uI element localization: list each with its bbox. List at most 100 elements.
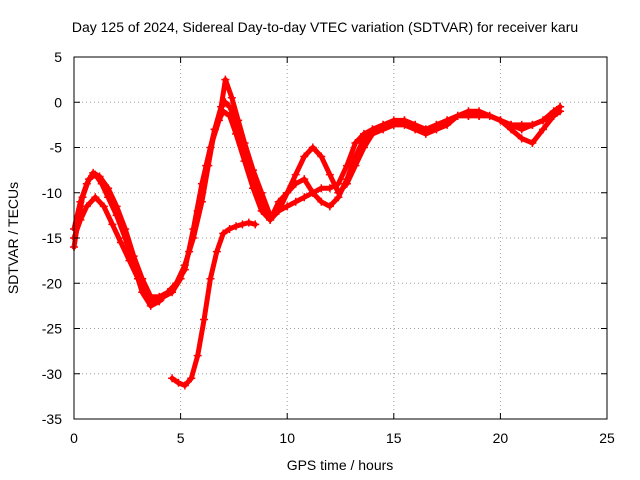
- data-point: [291, 170, 300, 179]
- data-point: [212, 247, 221, 256]
- data-point: [496, 116, 505, 125]
- data-point: [82, 179, 91, 188]
- data-point: [300, 193, 309, 202]
- data-point: [283, 202, 292, 211]
- data-point: [189, 224, 198, 233]
- data-point: [334, 179, 343, 188]
- data-point: [197, 179, 206, 188]
- y-tick-label: 5: [54, 49, 62, 65]
- data-point: [76, 197, 85, 206]
- data-point: [411, 120, 420, 129]
- data-series: [70, 75, 565, 390]
- data-point: [539, 125, 548, 134]
- data-point: [274, 206, 283, 215]
- data-point: [291, 179, 300, 188]
- x-axis-label: GPS time / hours: [287, 457, 394, 473]
- series-track-3: [70, 75, 565, 301]
- data-point: [187, 374, 196, 383]
- data-point: [227, 93, 236, 102]
- grid: [74, 57, 607, 419]
- data-point: [146, 301, 155, 310]
- data-point: [539, 116, 548, 125]
- data-point: [163, 288, 172, 297]
- data-point: [232, 129, 241, 138]
- series-line: [71, 99, 563, 309]
- y-tick-label: 0: [54, 94, 62, 110]
- data-point: [206, 274, 215, 283]
- data-point: [221, 75, 230, 84]
- data-point: [266, 211, 275, 220]
- data-point: [121, 224, 130, 233]
- data-point: [342, 175, 351, 184]
- data-point: [432, 120, 441, 129]
- y-axis-label: SDTVAR / TECUs: [5, 182, 21, 294]
- x-axis-ticks: 0 5 10 15 20 25: [70, 57, 615, 446]
- data-point: [174, 378, 183, 387]
- data-point: [291, 197, 300, 206]
- data-point: [528, 120, 537, 129]
- axes: [73, 56, 608, 420]
- data-point: [342, 161, 351, 170]
- data-point: [240, 157, 249, 166]
- data-point: [82, 202, 91, 211]
- data-point: [400, 116, 409, 125]
- x-tick-label: 20: [493, 430, 509, 446]
- data-point: [251, 220, 260, 229]
- data-point: [172, 279, 181, 288]
- series-line: [71, 108, 563, 304]
- data-point: [300, 152, 309, 161]
- data-point: [180, 381, 189, 390]
- data-point: [325, 170, 334, 179]
- data-point: [146, 292, 155, 301]
- data-point: [334, 193, 343, 202]
- data-point: [485, 111, 494, 120]
- data-point: [89, 168, 98, 177]
- data-point: [368, 125, 377, 134]
- data-point: [129, 252, 138, 261]
- data-point: [517, 125, 526, 134]
- data-point: [464, 111, 473, 120]
- data-point: [125, 256, 134, 265]
- data-point: [168, 374, 177, 383]
- y-tick-label: -15: [42, 230, 62, 246]
- data-point: [232, 222, 241, 231]
- y-tick-label: -35: [42, 411, 62, 427]
- chart-title: Day 125 of 2024, Sidereal Day-to-day VTE…: [72, 19, 578, 35]
- y-tick-label: -5: [50, 140, 63, 156]
- data-point: [475, 111, 484, 120]
- data-point: [308, 188, 317, 197]
- data-point: [283, 188, 292, 197]
- data-point: [214, 116, 223, 125]
- data-point: [95, 172, 104, 181]
- data-point: [507, 120, 516, 129]
- data-point: [325, 184, 334, 193]
- data-point: [317, 197, 326, 206]
- y-tick-label: -25: [42, 321, 62, 337]
- data-point: [389, 116, 398, 125]
- data-point: [379, 120, 388, 129]
- x-tick-label: 25: [599, 430, 615, 446]
- data-point: [317, 152, 326, 161]
- x-tick-label: 5: [177, 430, 185, 446]
- data-point: [219, 229, 228, 238]
- data-point: [225, 111, 234, 120]
- data-point: [317, 184, 326, 193]
- data-point: [138, 274, 147, 283]
- data-point: [206, 143, 215, 152]
- data-point: [240, 138, 249, 147]
- data-point: [443, 116, 452, 125]
- data-point: [249, 166, 258, 175]
- data-point: [351, 138, 360, 147]
- series-track-2: [70, 107, 565, 306]
- data-point: [234, 116, 243, 125]
- data-point: [99, 202, 108, 211]
- data-point: [274, 197, 283, 206]
- data-point: [244, 218, 253, 227]
- data-point: [225, 224, 234, 233]
- data-point: [308, 143, 317, 152]
- x-tick-label: 0: [70, 430, 78, 446]
- data-point: [180, 265, 189, 274]
- data-point: [517, 134, 526, 143]
- data-point: [300, 175, 309, 184]
- data-point: [200, 315, 209, 324]
